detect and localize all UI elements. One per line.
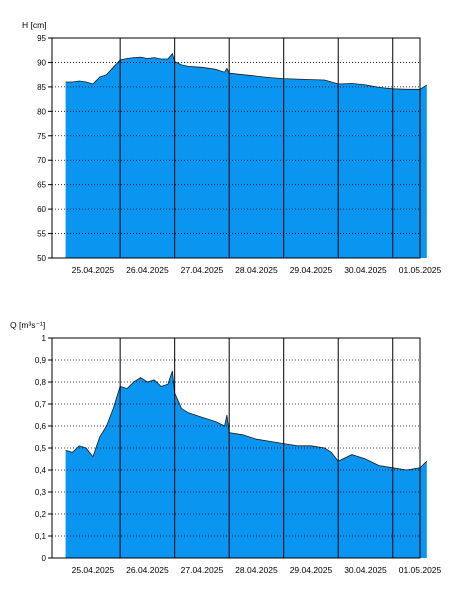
plot-border xyxy=(51,337,421,559)
x-tick-label: 30.04.2025 xyxy=(344,565,387,575)
y-tick-label: 0,9 xyxy=(35,356,47,365)
series-area xyxy=(65,53,427,258)
y-tick-label: 90 xyxy=(37,58,46,67)
y-tick-label: 55 xyxy=(37,230,46,239)
y-tick-label: 65 xyxy=(37,181,46,190)
y-tick-label: 80 xyxy=(37,107,46,116)
y-tick-label: 1 xyxy=(42,334,47,343)
y-tick-label: 60 xyxy=(37,205,46,214)
series-line xyxy=(65,52,428,90)
plot-border xyxy=(51,37,421,259)
x-tick-label: 28.04.2025 xyxy=(235,265,278,275)
series-line xyxy=(65,370,428,471)
x-tick-label: 27.04.2025 xyxy=(181,265,224,275)
chart-2: 0 0,1 0,2 0,3 0,4 0,5 0,6 0,7 0,8 0,9 1 25.04.2025 2… xyxy=(10,320,442,575)
y-tick-label: 85 xyxy=(37,83,46,92)
x-tick-label: 28.04.2025 xyxy=(235,565,278,575)
y-tick-label: 0,7 xyxy=(35,400,47,409)
y-tick-label: 50 xyxy=(37,254,46,263)
y-tick-label: 0,2 xyxy=(35,510,47,519)
x-tick-label: 29.04.2025 xyxy=(290,565,333,575)
y-axis-label: Q [m³s⁻¹] xyxy=(10,320,45,330)
x-tick-label: 30.04.2025 xyxy=(344,265,387,275)
x-tick-label: 26.04.2025 xyxy=(126,565,169,575)
x-tick-label: 25.04.2025 xyxy=(72,565,115,575)
y-tick-label: 0,5 xyxy=(35,444,47,453)
x-tick-label: 26.04.2025 xyxy=(126,265,169,275)
series-area xyxy=(65,371,427,558)
x-tick-label: 01.05.2025 xyxy=(399,565,442,575)
x-tick-label: 29.04.2025 xyxy=(290,265,333,275)
x-tick-label: 27.04.2025 xyxy=(181,565,224,575)
y-tick-label: 75 xyxy=(37,132,46,141)
x-tick-label: 25.04.2025 xyxy=(72,265,115,275)
y-axis-label: H [cm] xyxy=(22,20,47,30)
y-tick-label: 0,8 xyxy=(35,378,47,387)
y-tick-label: 70 xyxy=(37,156,46,165)
chart-1: 50 55 60 65 70 75 80 85 90 95 25.04.2025 26.04.2025… xyxy=(22,20,442,275)
y-tick-label: 95 xyxy=(37,34,46,43)
y-tick-label: 0 xyxy=(42,554,47,563)
y-tick-label: 0,3 xyxy=(35,488,47,497)
x-tick-label: 01.05.2025 xyxy=(399,265,442,275)
y-tick-label: 0,6 xyxy=(35,422,47,431)
y-tick-label: 0,4 xyxy=(35,466,47,475)
y-tick-label: 0,1 xyxy=(35,532,47,541)
